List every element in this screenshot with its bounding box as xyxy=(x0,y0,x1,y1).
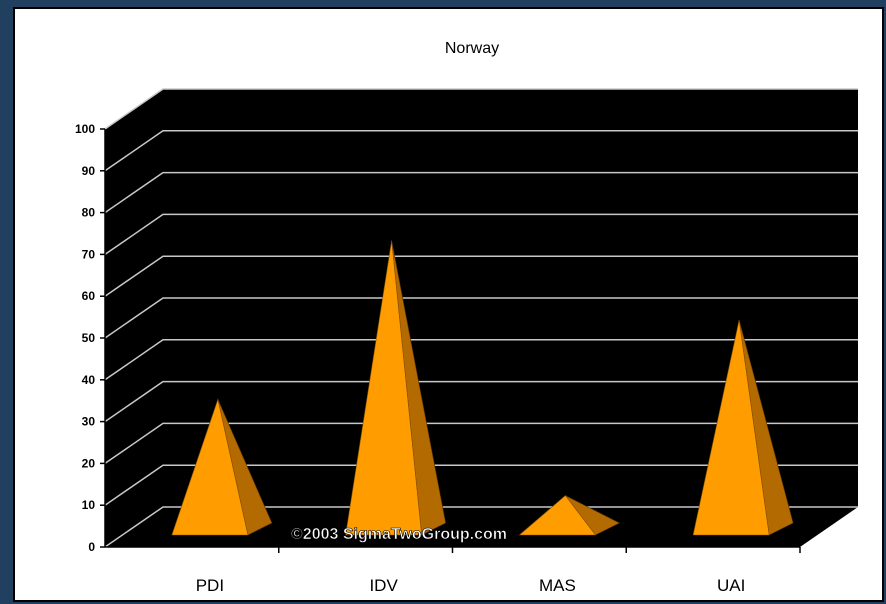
pyramid-front-face xyxy=(345,240,422,536)
gridline xyxy=(104,213,858,256)
gridline xyxy=(104,88,858,130)
y-tick-label: 100 xyxy=(75,122,95,136)
gridline xyxy=(104,339,858,381)
y-tick-label: 90 xyxy=(82,164,96,178)
x-tick-label: IDV xyxy=(369,576,398,595)
y-tick-label: 30 xyxy=(82,415,96,429)
x-tick-label: PDI xyxy=(196,576,224,595)
chart-title: Norway xyxy=(445,40,499,57)
pyramid-idv xyxy=(345,240,446,536)
pyramid-front-face xyxy=(518,495,596,536)
gridline xyxy=(104,422,858,465)
pyramid-uai xyxy=(692,319,794,536)
gridline xyxy=(104,464,858,506)
gridline xyxy=(104,130,858,172)
pyramid-mas xyxy=(518,495,621,536)
y-tick-label: 10 xyxy=(82,498,96,512)
pyramid-pdi xyxy=(171,398,273,536)
x-axis: PDI IDV MAS UAI xyxy=(196,547,801,595)
y-tick-label: 20 xyxy=(82,456,96,470)
pyramid-chart: Norway 0 10 20 30 40 50 60 70 80 90 100 PDI IDV MAS U… xyxy=(75,40,858,595)
y-tick-label: 60 xyxy=(82,289,96,303)
gridline xyxy=(104,255,858,297)
gridline xyxy=(104,506,858,548)
pyramid-front-face xyxy=(692,319,770,536)
y-tick-label: 70 xyxy=(82,247,96,261)
plot-area xyxy=(104,88,858,548)
y-tick-label: 80 xyxy=(82,206,96,220)
data-marks xyxy=(171,240,794,536)
pyramid-front-face xyxy=(171,398,249,536)
gridline xyxy=(104,297,858,339)
y-tick-label: 50 xyxy=(82,331,96,345)
watermark: ©2003 SigmaTwoGroup.com xyxy=(291,526,507,543)
y-tick-label: 0 xyxy=(88,540,95,554)
chart-frame: Norway 0 10 20 30 40 50 60 70 80 90 100 PDI IDV MAS U… xyxy=(13,7,884,602)
gridline xyxy=(104,380,858,423)
x-tick-label: UAI xyxy=(717,576,745,595)
floor xyxy=(105,507,858,547)
x-tick-label: MAS xyxy=(539,576,576,595)
gridline xyxy=(104,171,858,214)
y-tick-label: 40 xyxy=(82,373,96,387)
